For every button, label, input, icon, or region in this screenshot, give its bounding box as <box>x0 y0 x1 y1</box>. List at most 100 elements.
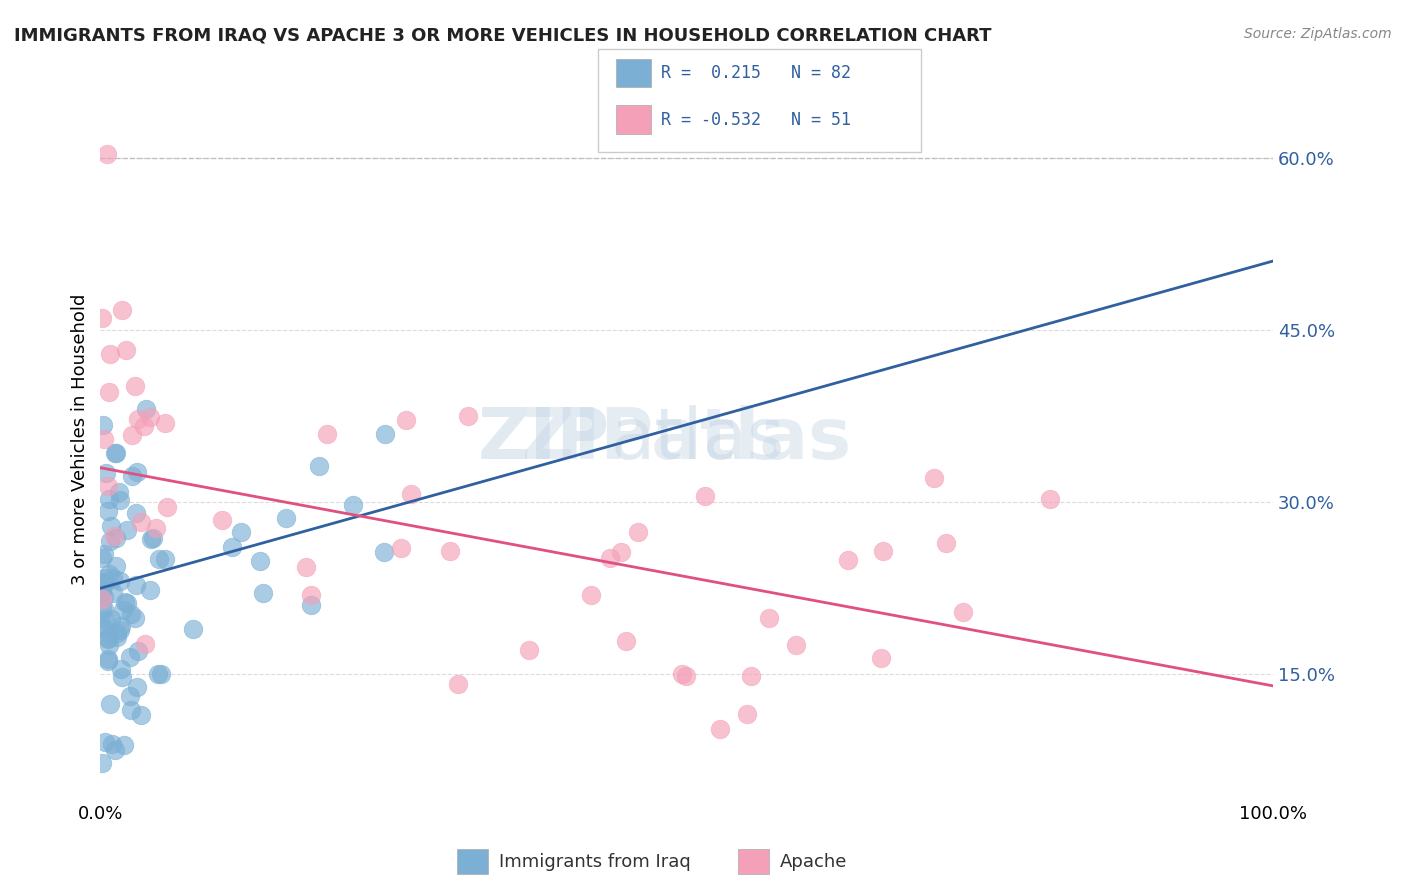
Point <box>139 409 162 424</box>
Point <box>156 500 179 514</box>
Point <box>129 515 152 529</box>
Point <box>315 426 337 441</box>
Point <box>872 543 894 558</box>
Point <box>274 511 297 525</box>
Point <box>299 588 322 602</box>
Point <box>105 445 128 459</box>
Point <box>614 633 637 648</box>
Point <box>111 603 134 617</box>
Point <box>97 632 120 646</box>
Point <box>599 550 621 565</box>
Point <box>373 427 395 442</box>
Point <box>96 613 118 627</box>
Point <box>145 521 167 535</box>
Point <box>138 583 160 598</box>
Text: ZIPatlas: ZIPatlas <box>522 405 852 474</box>
Point <box>118 689 141 703</box>
Point <box>91 600 114 615</box>
Point <box>457 409 479 423</box>
Point <box>1039 492 1062 507</box>
Point <box>98 638 121 652</box>
Point <box>108 485 131 500</box>
Text: IMMIGRANTS FROM IRAQ VS APACHE 3 OR MORE VEHICLES IN HOUSEHOLD CORRELATION CHART: IMMIGRANTS FROM IRAQ VS APACHE 3 OR MORE… <box>14 27 991 45</box>
Point <box>98 533 121 548</box>
Point <box>103 571 125 585</box>
Text: ZIPatlas: ZIPatlas <box>522 405 852 474</box>
Point <box>125 465 148 479</box>
Point <box>96 147 118 161</box>
Text: ZIP: ZIP <box>478 405 610 474</box>
Point <box>517 643 540 657</box>
Point <box>101 586 124 600</box>
Point <box>153 552 176 566</box>
Point <box>97 503 120 517</box>
Point <box>118 650 141 665</box>
Point <box>98 697 121 711</box>
Point <box>104 446 127 460</box>
Point <box>709 722 731 736</box>
Point <box>249 554 271 568</box>
Point <box>373 545 395 559</box>
Point <box>181 623 204 637</box>
Point <box>110 670 132 684</box>
Point <box>125 506 148 520</box>
Point <box>132 419 155 434</box>
Point <box>115 523 138 537</box>
Point <box>127 680 149 694</box>
Text: R =  0.215   N = 82: R = 0.215 N = 82 <box>661 64 851 82</box>
Point <box>155 416 177 430</box>
Point <box>124 379 146 393</box>
Point <box>91 575 114 590</box>
Point <box>389 541 412 556</box>
Point <box>135 402 157 417</box>
Point <box>142 532 165 546</box>
Text: Apache: Apache <box>780 853 848 871</box>
Point <box>342 498 364 512</box>
Point <box>90 551 112 566</box>
Point <box>91 756 114 771</box>
Point <box>395 412 418 426</box>
Point <box>97 652 120 666</box>
Point <box>134 637 156 651</box>
Point <box>97 567 120 582</box>
Point <box>115 343 138 358</box>
Point <box>90 591 112 606</box>
Point <box>100 518 122 533</box>
Point <box>104 558 127 573</box>
Point <box>299 599 322 613</box>
Point <box>93 547 115 561</box>
Point <box>146 667 169 681</box>
Point <box>112 738 135 752</box>
Point <box>94 735 117 749</box>
Point <box>675 669 697 683</box>
Point <box>131 708 153 723</box>
Point <box>125 578 148 592</box>
Point <box>91 584 114 599</box>
Point <box>110 661 132 675</box>
Point <box>211 513 233 527</box>
Point <box>121 469 143 483</box>
Text: Immigrants from Iraq: Immigrants from Iraq <box>499 853 690 871</box>
Point <box>671 666 693 681</box>
Point <box>127 643 149 657</box>
Point <box>98 384 121 399</box>
Point <box>627 524 650 539</box>
Text: Source: ZipAtlas.com: Source: ZipAtlas.com <box>1244 27 1392 41</box>
Point <box>97 478 120 492</box>
Point <box>610 545 633 559</box>
Point <box>758 611 780 625</box>
Point <box>90 581 112 595</box>
Point <box>91 417 114 432</box>
Point <box>97 492 120 507</box>
Point <box>121 702 143 716</box>
Text: atlas: atlas <box>610 405 785 474</box>
Point <box>90 619 112 633</box>
Y-axis label: 3 or more Vehicles in Household: 3 or more Vehicles in Household <box>72 293 89 585</box>
Point <box>108 492 131 507</box>
Point <box>229 524 252 539</box>
Point <box>114 595 136 609</box>
Point <box>252 586 274 600</box>
Point <box>221 540 243 554</box>
Point <box>837 553 859 567</box>
Point <box>581 588 603 602</box>
